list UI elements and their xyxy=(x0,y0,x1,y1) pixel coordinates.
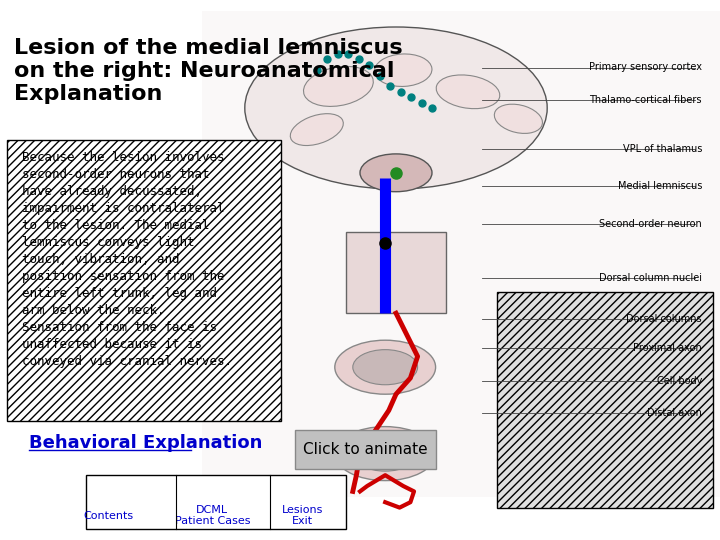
Ellipse shape xyxy=(335,340,436,394)
Text: Dorsal columns: Dorsal columns xyxy=(626,314,702,323)
Text: Behavioral Explanation: Behavioral Explanation xyxy=(29,434,262,452)
Text: Lesion of the medial lemniscus
on the right: Neuroanatomical
Explanation: Lesion of the medial lemniscus on the ri… xyxy=(14,38,403,104)
Text: Contents: Contents xyxy=(83,511,133,521)
Ellipse shape xyxy=(353,350,418,384)
Text: Thalamo-cortical fibers: Thalamo-cortical fibers xyxy=(590,95,702,105)
Text: Because the lesion involves
second-order neurons that
have already decussated,
i: Because the lesion involves second-order… xyxy=(22,151,232,368)
Text: DCML
Patient Cases: DCML Patient Cases xyxy=(175,505,250,526)
Bar xyxy=(7,140,281,421)
Text: VPL of thalamus: VPL of thalamus xyxy=(623,144,702,153)
Ellipse shape xyxy=(290,114,343,145)
Ellipse shape xyxy=(495,104,542,133)
Ellipse shape xyxy=(335,427,436,481)
FancyBboxPatch shape xyxy=(295,430,436,469)
Bar xyxy=(202,11,720,497)
Bar xyxy=(497,292,713,508)
Text: Distal axon: Distal axon xyxy=(647,408,702,418)
Ellipse shape xyxy=(353,436,418,471)
Ellipse shape xyxy=(360,154,432,192)
Bar xyxy=(86,475,346,529)
Text: Primary sensory cortex: Primary sensory cortex xyxy=(589,63,702,72)
Ellipse shape xyxy=(436,75,500,109)
Ellipse shape xyxy=(304,66,373,106)
Ellipse shape xyxy=(374,54,432,86)
Bar xyxy=(346,232,446,313)
Text: Proximal axon: Proximal axon xyxy=(634,343,702,353)
Text: Cell body: Cell body xyxy=(657,376,702,386)
Text: Medial lemniscus: Medial lemniscus xyxy=(618,181,702,191)
Text: Second-order neuron: Second-order neuron xyxy=(599,219,702,229)
Text: Click to animate: Click to animate xyxy=(302,442,428,457)
Text: Lesions
Exit: Lesions Exit xyxy=(282,505,323,526)
Text: Dorsal column nuclei: Dorsal column nuclei xyxy=(599,273,702,283)
Ellipse shape xyxy=(245,27,547,189)
